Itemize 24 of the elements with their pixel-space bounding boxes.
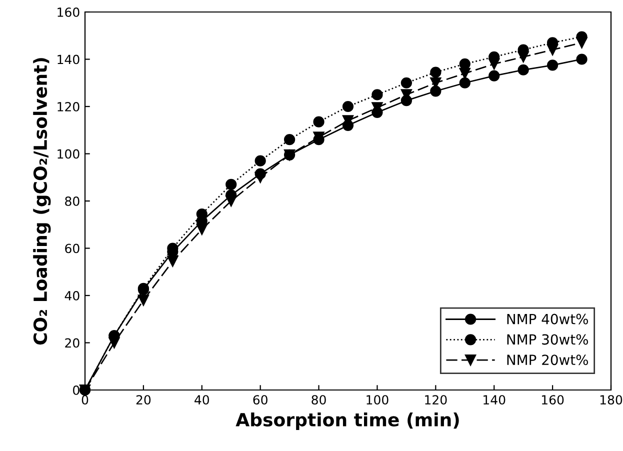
legend-label: NMP 20wt% [507, 354, 588, 366]
y-tick-label: 120 [58, 102, 80, 112]
x-tick-label: 120 [425, 395, 447, 405]
x-tick-label: 100 [366, 395, 388, 405]
x-tick-label: 60 [253, 395, 268, 405]
y-tick-label: 140 [58, 54, 80, 64]
y-tick-label: 160 [58, 7, 80, 17]
x-tick-label: 140 [484, 395, 506, 405]
x-tick-label: 180 [600, 395, 622, 405]
y-tick-label: 100 [58, 149, 80, 159]
x-tick-label: 0 [82, 395, 88, 405]
x-tick-label: 40 [194, 395, 210, 405]
y-tick-label: 40 [64, 290, 80, 300]
y-tick-label: 20 [65, 338, 80, 348]
y-tick-label: 80 [65, 196, 80, 206]
y-tick-label: 60 [65, 244, 80, 254]
y-tick-label: 0 [73, 385, 80, 395]
legend-label: NMP 30wt% [507, 334, 588, 345]
y-axis-title: CO₂ Loading (gCO₂/Lsolvent) [33, 58, 51, 345]
legend-label: NMP 40wt% [507, 314, 588, 324]
x-tick-label: 80 [312, 395, 326, 405]
x-tick-label: 20 [136, 395, 151, 405]
x-axis-title: Absorption time (min) [236, 412, 459, 430]
x-tick-label: 160 [542, 395, 564, 405]
